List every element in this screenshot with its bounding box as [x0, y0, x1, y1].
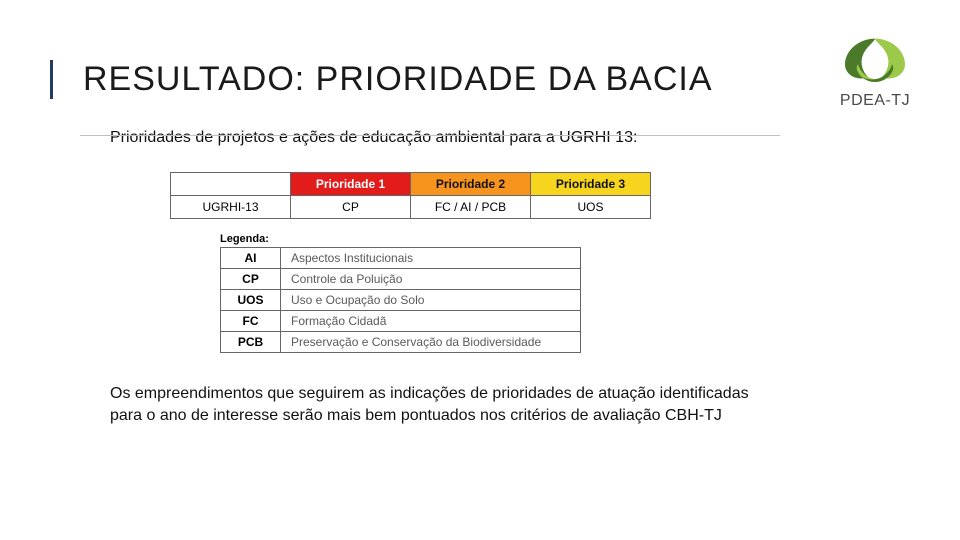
leaf-logo-icon — [830, 30, 920, 90]
legend-key: CP — [221, 269, 281, 290]
content-area: Prioridades de projetos e ações de educa… — [60, 129, 880, 426]
title-underline — [80, 135, 780, 136]
priority-table: Prioridade 1 Prioridade 2 Prioridade 3 U… — [170, 172, 651, 219]
legend-table: AIAspectos Institucionais CPControle da … — [220, 247, 581, 353]
priority-header-3: Prioridade 3 — [531, 173, 651, 196]
legend-value: Preservação e Conservação da Biodiversid… — [281, 332, 581, 353]
legend-key: AI — [221, 248, 281, 269]
legend-key: UOS — [221, 290, 281, 311]
priority-cell-2: FC / AI / PCB — [411, 196, 531, 219]
logo-text: PDEA-TJ — [840, 92, 910, 110]
legend-value: Uso e Ocupação do Solo — [281, 290, 581, 311]
table-row: Prioridade 1 Prioridade 2 Prioridade 3 — [171, 173, 651, 196]
table-row: UOSUso e Ocupação do Solo — [221, 290, 581, 311]
table-row: PCBPreservação e Conservação da Biodiver… — [221, 332, 581, 353]
table-row: AIAspectos Institucionais — [221, 248, 581, 269]
legend-key: PCB — [221, 332, 281, 353]
table-row: FCFormação Cidadã — [221, 311, 581, 332]
title-block: RESULTADO: PRIORIDADE DA BACIA — [50, 60, 880, 99]
page-title: RESULTADO: PRIORIDADE DA BACIA — [83, 60, 713, 99]
tables-wrap: Prioridade 1 Prioridade 2 Prioridade 3 U… — [170, 172, 840, 353]
logo: PDEA-TJ — [830, 30, 920, 110]
legend-value: Formação Cidadã — [281, 311, 581, 332]
priority-row-header: UGRHI-13 — [171, 196, 291, 219]
slide-root: PDEA-TJ RESULTADO: PRIORIDADE DA BACIA P… — [0, 0, 960, 540]
table-row: CPControle da Poluição — [221, 269, 581, 290]
priority-cell-1: CP — [291, 196, 411, 219]
title-accent-bar — [50, 60, 53, 99]
legend-value: Controle da Poluição — [281, 269, 581, 290]
legend-label: Legenda: — [220, 233, 840, 245]
legend-key: FC — [221, 311, 281, 332]
closing-text: Os empreendimentos que seguirem as indic… — [110, 383, 750, 426]
priority-cell-3: UOS — [531, 196, 651, 219]
priority-table-corner — [171, 173, 291, 196]
priority-header-1: Prioridade 1 — [291, 173, 411, 196]
intro-text: Prioridades de projetos e ações de educa… — [110, 129, 840, 147]
legend-value: Aspectos Institucionais — [281, 248, 581, 269]
table-row: UGRHI-13 CP FC / AI / PCB UOS — [171, 196, 651, 219]
priority-header-2: Prioridade 2 — [411, 173, 531, 196]
